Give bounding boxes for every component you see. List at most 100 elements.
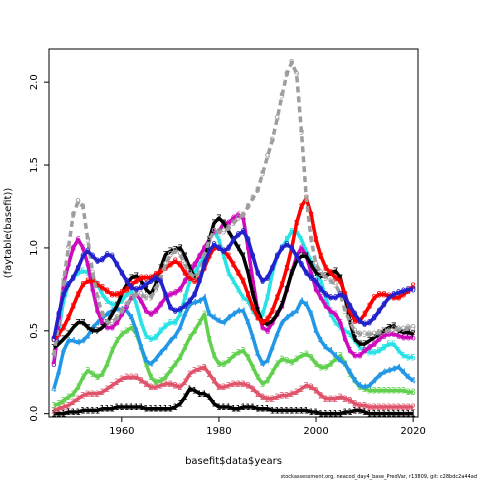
data-point: 4 [284, 314, 290, 324]
data-point: 6 [401, 333, 407, 343]
data-point: 0 [240, 227, 246, 237]
data-point: 3 [386, 386, 392, 396]
data-point: 8 [376, 290, 382, 300]
data-point: 9 [265, 153, 271, 163]
data-point: 3 [357, 383, 363, 393]
data-point: 3 [318, 363, 324, 373]
data-point: 2 [391, 403, 397, 413]
data-point: 9 [56, 319, 62, 329]
data-point: 7 [250, 290, 256, 300]
data-point: 7 [226, 227, 232, 237]
data-point: 8 [396, 294, 402, 304]
data-point: 6 [114, 319, 120, 329]
data-point: 4 [265, 357, 271, 367]
data-point: 1 [172, 403, 178, 413]
data-point: 3 [172, 360, 178, 370]
data-point: 0 [337, 290, 343, 300]
data-point: 3 [396, 386, 402, 396]
data-point: 2 [245, 382, 251, 392]
data-point: 4 [323, 343, 329, 353]
data-point: 4 [328, 347, 334, 357]
data-point: 6 [333, 310, 339, 320]
data-point: 4 [206, 310, 212, 320]
data-point: 7 [143, 285, 149, 295]
y-axis: 0.0 0.5 1.0 1.5 2.0 [29, 74, 49, 422]
data-point: 7 [347, 319, 353, 329]
data-point: 1 [109, 405, 115, 415]
data-point: 3 [216, 360, 222, 370]
series-line [52, 213, 414, 365]
data-point: 4 [221, 319, 227, 329]
data-point: 9 [303, 194, 309, 204]
data-point: 4 [231, 310, 237, 320]
data-point: 1 [75, 408, 81, 418]
data-point: 9 [371, 330, 377, 340]
data-point: 7 [391, 322, 397, 332]
data-point: 0 [245, 236, 251, 246]
data-point: 8 [80, 280, 86, 290]
data-point: 2 [129, 373, 135, 383]
data-point: 8 [250, 304, 256, 314]
data-point: 1 [313, 408, 319, 418]
data-point: 4 [51, 385, 57, 395]
data-point: 0 [202, 260, 208, 270]
data-point: 1 [318, 410, 324, 420]
x-tick-label: 1960 [109, 426, 134, 437]
data-point: 7 [405, 328, 411, 338]
data-point: 4 [216, 317, 222, 327]
data-point: 4 [235, 307, 241, 317]
data-point: 7 [396, 327, 402, 337]
data-point: 3 [182, 343, 188, 353]
data-point: 5 [216, 236, 222, 246]
data-point: 4 [95, 319, 101, 329]
data-point: 0 [308, 274, 314, 284]
data-point: 0 [109, 252, 115, 262]
data-point: 6 [235, 211, 241, 221]
data-point: 6 [405, 333, 411, 343]
data-point: 1 [182, 393, 188, 403]
data-point: 1 [376, 410, 382, 420]
data-point: 3 [410, 388, 416, 398]
data-point: 2 [197, 365, 203, 375]
data-point: 1 [104, 405, 110, 415]
data-point: 6 [347, 347, 353, 357]
data-point: 5 [410, 353, 416, 363]
data-point: 5 [333, 319, 339, 329]
data-point: 3 [163, 373, 169, 383]
data-point: 6 [104, 323, 110, 333]
data-point: 2 [221, 383, 227, 393]
data-point: 1 [51, 410, 57, 420]
y-tick-label: 2.0 [29, 74, 40, 90]
data-point: 1 [66, 408, 72, 418]
data-point: 6 [240, 214, 246, 224]
data-point: 9 [245, 202, 251, 212]
data-point: 4 [202, 294, 208, 304]
data-point: 2 [333, 395, 339, 405]
data-point: 9 [333, 280, 339, 290]
data-point: 6 [129, 294, 135, 304]
data-point: 6 [260, 323, 266, 333]
data-point: 3 [235, 348, 241, 358]
data-point: 2 [61, 403, 67, 413]
data-point: 1 [206, 393, 212, 403]
data-point: 2 [274, 393, 280, 403]
data-point: 9 [75, 198, 81, 208]
data-point: 6 [138, 297, 144, 307]
data-point: 9 [352, 327, 358, 337]
data-point: 7 [80, 319, 86, 329]
data-point: 0 [342, 294, 348, 304]
data-point: 4 [405, 373, 411, 383]
data-point: 3 [401, 386, 407, 396]
data-point: 6 [51, 360, 57, 370]
data-point: 6 [211, 227, 217, 237]
data-point: 8 [362, 310, 368, 320]
data-point: 4 [381, 368, 387, 378]
data-point: 8 [260, 319, 266, 329]
data-point: 6 [143, 307, 149, 317]
data-point: 0 [352, 310, 358, 320]
data-point: 2 [357, 401, 363, 411]
data-point: 1 [260, 405, 266, 415]
series-line [52, 60, 414, 356]
data-point: 0 [95, 257, 101, 267]
data-point: 5 [134, 300, 140, 310]
